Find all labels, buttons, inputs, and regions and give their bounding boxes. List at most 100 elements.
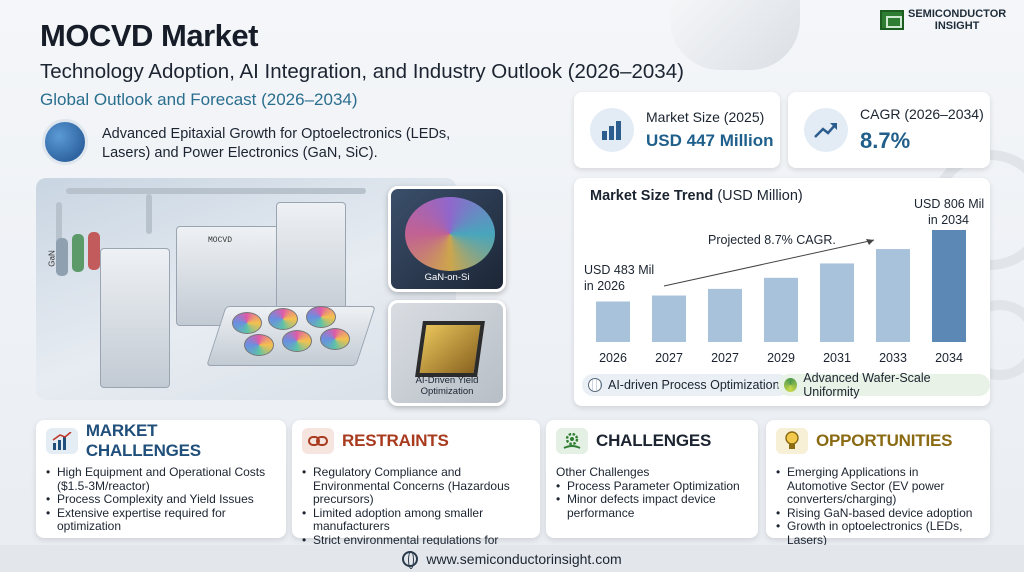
outlook-heading: Global Outlook and Forecast (2026–2034) [40,90,358,109]
chart-x-tick-label: 2031 [823,351,851,365]
list-item: Emerging Applications in Automotive Sect… [776,465,980,507]
machine-label: MOCVD [208,236,233,245]
globe-icon [402,550,419,569]
thumb2-label: AI-Driven Yield Optimization [415,375,479,397]
gan-on-si-thumbnail: GaN-on-Si [388,186,506,292]
chart-x-tick-label: 2026 [599,351,627,365]
trend-arrow-head [866,239,874,245]
cagr-value: 8.7% [860,128,911,153]
opportunities-list: Emerging Applications in Automotive Sect… [776,465,980,547]
chart-x-tick-label: 2034 [935,351,963,365]
chart-x-tick-label: 2033 [879,351,907,365]
list-item: High Equipment and Operational Costs ($1… [46,465,276,493]
bar-chart-icon [590,108,634,152]
challenges-card: CHALLENGES Other Challenges Process Para… [546,420,758,538]
description-text: Advanced Epitaxial Growth for Optoelectr… [102,126,451,161]
gas-tank-icon [72,234,84,272]
chip-icon [415,321,485,377]
list-item: Process Parameter Optimization [556,479,748,494]
challenges-title: CHALLENGES [596,431,712,450]
chart-end-annotation-1: USD 806 Mil [914,197,984,211]
chart-bar [820,263,854,342]
chart-bar [932,230,966,342]
wafer-icon [306,306,336,328]
chart-arrow-icon [46,428,78,454]
list-item: Rising GaN-based device adoption [776,506,980,521]
chain-icon [302,428,334,454]
wafer-icon [268,308,298,330]
chart-bar [708,288,742,342]
chart-bar [764,277,798,342]
tag-ai-process: AI-driven Process Optimization [582,374,790,396]
side-cabinet [276,202,346,322]
tag-ai-process-label: AI-driven Process Optimization [608,378,780,392]
market-challenges-title: MARKET CHALLENGES [85,421,201,460]
gas-tank-icon [56,238,68,276]
list-item: Extensive expertise required for optimiz… [46,506,276,534]
gas-tank-icon [88,232,100,270]
chart-x-tick-label: 2027 [711,351,739,365]
list-item: Process Complexity and Yield Issues [46,492,276,507]
chart-trend-annotation: Projected 8.7% CAGR. [708,233,836,247]
market-size-value: USD 447 Million [646,131,774,150]
grid-globe-icon [588,378,602,392]
chart-title-unit: (USD Million) [717,188,803,204]
opportunities-title: OPPORTUNITIES [816,431,953,450]
lightbulb-icon [776,428,808,454]
robot-hand-illustration [670,0,800,70]
restraints-title: RESTRAINTS [342,431,449,450]
wafer-disc-icon [405,197,495,271]
tag-wafer-uniformity: Advanced Wafer-Scale Uniformity [778,371,990,399]
ai-yield-thumbnail: AI-Driven Yield Optimization [388,300,506,406]
wafer-icon [784,378,798,392]
footer: www.semiconductorinsight.com [0,545,1024,572]
cagr-card: CAGR (2026–2034) 8.7% [788,92,990,168]
control-cabinet [100,248,170,388]
chart-title-main: Market Size Trend [590,188,714,204]
chip-logo-icon [880,10,904,30]
page-title: MOCVD Market [40,18,258,53]
tank-label: GaN [47,250,57,267]
chart-bar [652,295,686,342]
chart-start-annotation-1: USD 483 Mil [584,263,654,277]
challenges-list: Process Parameter Optimization Minor def… [556,479,748,521]
list-item: Minor defects impact device performance [556,492,748,520]
gear-hand-icon [556,428,588,454]
chart-title: Market Size Trend (USD Million) [590,188,803,204]
globe-network-icon [42,119,88,165]
chart-end-annotation-2: in 2034 [928,213,969,227]
trend-arrow-line [663,239,875,287]
chart-x-tick-label: 2029 [767,351,795,365]
chart-bar [876,249,910,342]
chart-bar [596,301,630,342]
wafer-icon [232,312,262,334]
chart-x-tick-label: 2027 [655,351,683,365]
restraints-card: RESTRAINTS Regulatory Compliance and Env… [292,420,540,560]
footer-url[interactable]: www.semiconductorinsight.com [426,550,622,567]
trend-up-icon [804,108,848,152]
cagr-label: CAGR (2026–2034) [860,106,984,122]
market-challenges-list: High Equipment and Operational Costs ($1… [46,465,276,534]
chart-plot: USD 483 Mil in 2026 USD 806 Mil in 2034 … [584,197,984,365]
wafer-icon [244,334,274,356]
market-challenges-card: MARKET CHALLENGES High Equipment and Ope… [36,420,286,538]
chart-start-annotation-2: in 2026 [584,279,625,293]
brand-logo[interactable]: SEMICONDUCTOR INSIGHT [880,8,1006,32]
restraints-list: Regulatory Compliance and Environmental … [302,465,530,561]
list-item: Limited adoption among smaller manufactu… [302,506,530,534]
opportunities-card: OPPORTUNITIES Emerging Applications in A… [766,420,990,546]
thumb1-label: GaN-on-Si [424,272,470,283]
page-subtitle: Technology Adoption, AI Integration, and… [40,60,684,83]
wafer-icon [320,328,350,350]
market-size-trend-chart: Market Size Trend (USD Million) USD 483 … [574,178,990,406]
logo-line-1: SEMICONDUCTOR [908,8,1007,20]
list-item: Regulatory Compliance and Environmental … [302,465,530,507]
market-size-label: Market Size (2025) [646,109,765,125]
list-item: Growth in optoelectronics (LEDs, Lasers) [776,519,980,547]
logo-line-2: INSIGHT [934,20,980,32]
tag-wafer-uniformity-label: Advanced Wafer-Scale Uniformity [803,371,931,399]
market-size-card: Market Size (2025) USD 447 Million [574,92,780,168]
wafer-icon [282,330,312,352]
mocvd-equipment-illustration: MOCVD GaN [36,178,456,400]
challenges-lead: Other Challenges [556,465,650,479]
